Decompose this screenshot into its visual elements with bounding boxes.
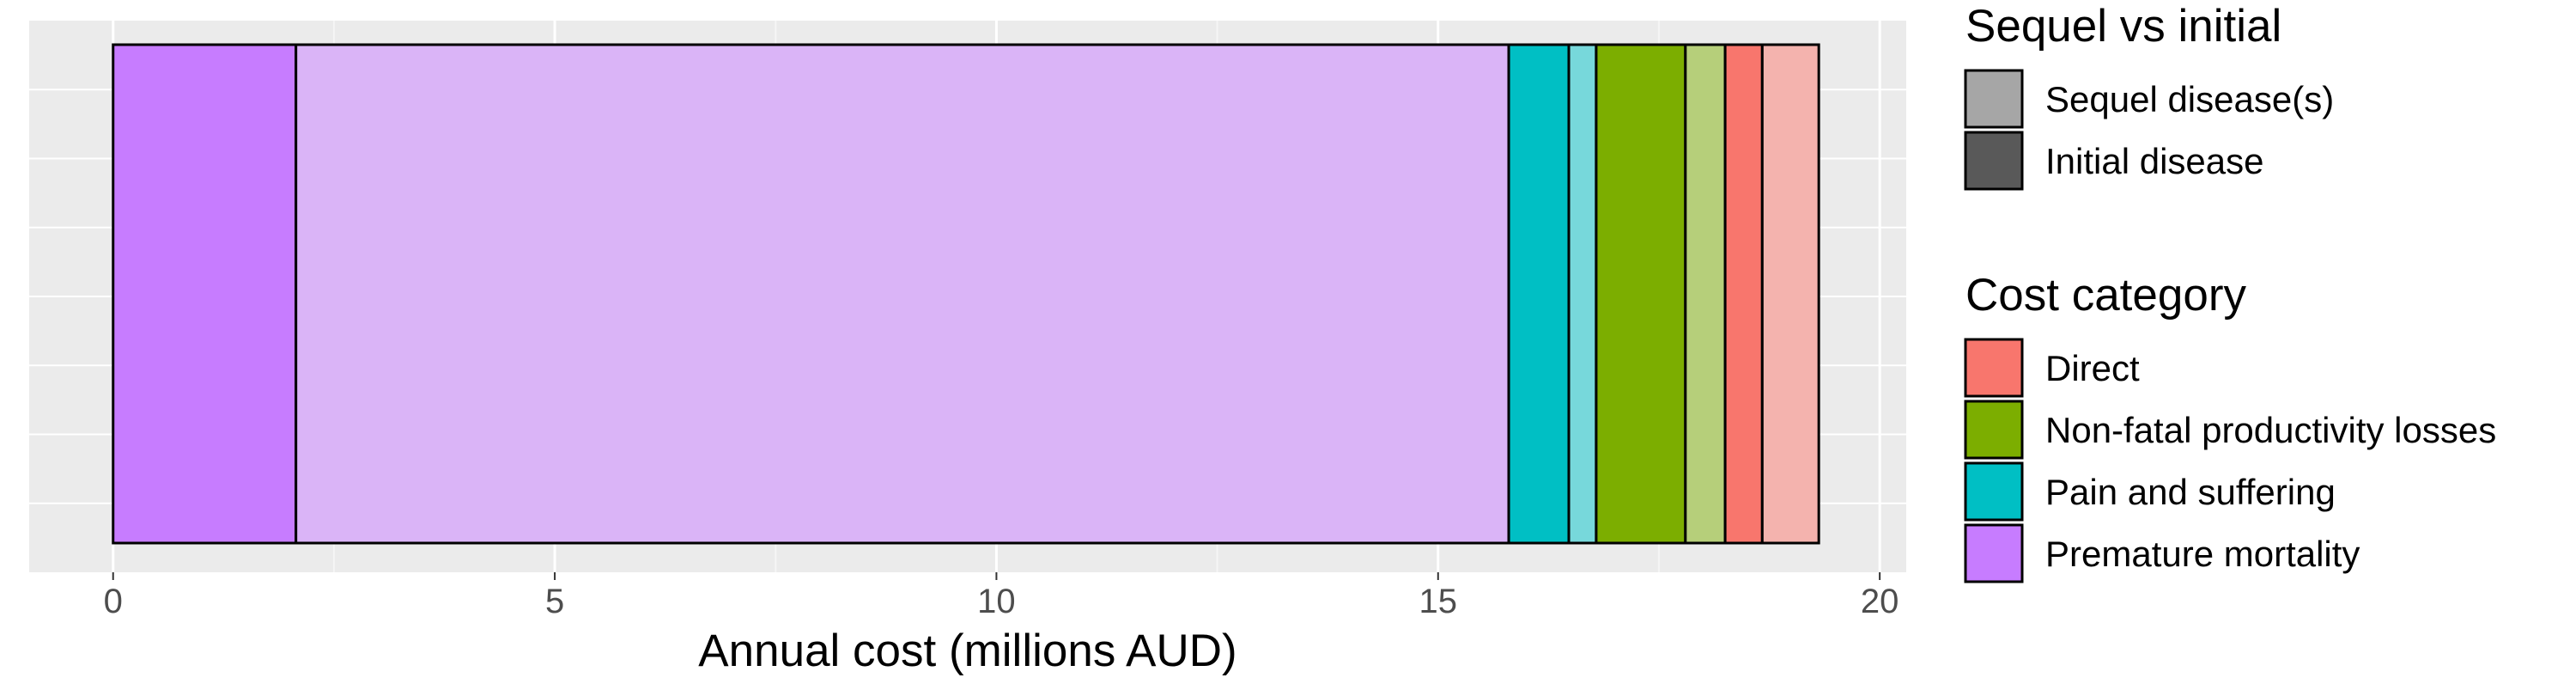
legend-label: Premature mortality	[2045, 534, 2360, 574]
bar-segment-direct-sequel	[1760, 43, 1820, 545]
bar-segment-premature-mortality-sequel	[295, 43, 1510, 545]
x-tick-label: 15	[1419, 583, 1458, 620]
legend-label: Initial disease	[2045, 141, 2263, 181]
legend-label: Pain and suffering	[2045, 472, 2336, 512]
legend-key	[1964, 69, 2024, 129]
bar-segment-pain-and-suffering-initial	[1507, 43, 1571, 545]
bar-segment-pain-and-suffering-sequel	[1567, 43, 1598, 545]
x-axis: 0 5 10 15 20	[104, 572, 1899, 620]
legend-key	[1964, 461, 2024, 522]
x-axis-title: Annual cost (millions AUD)	[698, 626, 1236, 676]
legend-key	[1964, 338, 2024, 398]
bar-segment-non-fatal-productivity-losses-initial	[1595, 43, 1687, 545]
x-tick-label: 5	[545, 583, 564, 620]
legend-key	[1964, 523, 2024, 583]
x-tick-label: 10	[977, 583, 1016, 620]
legend-label: Non-fatal productivity losses	[2045, 410, 2496, 450]
x-tick-label: 20	[1861, 583, 1899, 620]
x-tick-label: 0	[104, 583, 123, 620]
bar-segment-non-fatal-productivity-losses-sequel	[1684, 43, 1727, 545]
legend-title: Cost category	[1965, 270, 2246, 321]
legends: Sequel vs initial Sequel disease(s) Initia…	[1964, 1, 2496, 583]
legend-key	[1964, 131, 2024, 191]
stacked-bar	[112, 43, 1820, 545]
legend-key	[1964, 400, 2024, 460]
legend-title: Sequel vs initial	[1965, 1, 2281, 52]
bar-segment-direct-initial	[1723, 43, 1764, 545]
bar-segment-premature-mortality-initial	[112, 43, 298, 545]
legend-label: Direct	[2045, 348, 2140, 388]
legend-label: Sequel disease(s)	[2045, 79, 2334, 119]
